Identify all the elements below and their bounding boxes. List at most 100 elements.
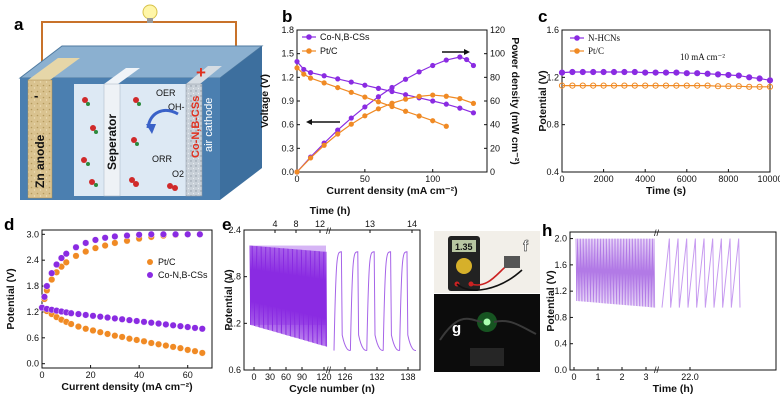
data-point <box>62 258 70 266</box>
data-point <box>335 131 341 137</box>
data-point <box>389 88 395 95</box>
plot-frame <box>569 231 777 371</box>
multimeter-reading: 1.35 <box>455 242 473 252</box>
cycling-trace-dense <box>249 245 328 347</box>
data-point <box>335 76 341 82</box>
axis-break-mark: // <box>654 228 660 238</box>
legend-label: Co-N,B-CSs <box>320 32 370 42</box>
y-tick-label: 2.0 <box>554 234 567 244</box>
data-point <box>735 83 742 90</box>
cycling-trace-dense <box>575 238 656 308</box>
data-point <box>125 316 133 324</box>
x2-axis-label: Time (h) <box>310 205 351 217</box>
data-point <box>725 71 732 79</box>
x2-tick-label: 4 <box>272 219 277 229</box>
data-point <box>48 269 56 277</box>
x2-tick-label: 8 <box>293 219 298 229</box>
data-point <box>67 320 75 328</box>
data-point <box>72 243 80 251</box>
data-point <box>104 330 112 338</box>
data-point <box>74 323 82 331</box>
data-point <box>294 169 300 175</box>
data-point <box>464 56 470 63</box>
y-tick-label: 0.0 <box>554 365 567 375</box>
data-point <box>457 105 463 111</box>
axis-break-mark: // <box>326 226 332 236</box>
x-tick-label: 4000 <box>635 174 655 184</box>
data-point <box>198 325 206 333</box>
data-point <box>430 62 436 69</box>
data-point <box>348 121 354 127</box>
data-point <box>123 232 131 240</box>
y2-tick-label: 40 <box>490 120 500 130</box>
y-tick-label: 1.8 <box>228 272 241 282</box>
y-tick-label: 0.0 <box>26 359 39 369</box>
data-point <box>147 339 155 347</box>
y-tick-label: 0.4 <box>554 339 567 349</box>
panel-f-photo: 1.35 f <box>434 231 540 293</box>
data-point <box>470 110 477 116</box>
y-tick-label: 0.6 <box>26 333 39 343</box>
data-point <box>67 309 75 317</box>
x-tick-label: 0 <box>294 174 299 184</box>
data-point <box>725 83 732 90</box>
x-tick-label: 20 <box>86 370 96 380</box>
data-point <box>321 80 327 86</box>
data-point <box>590 68 597 76</box>
data-point <box>443 57 449 63</box>
y-axis-label: Potential (V) <box>223 269 235 330</box>
cycling-trace-slow <box>333 251 417 352</box>
panel-b-polarization: b 0 50 100 0.0 0.3 0.6 0.9 1.2 1.5 1.8 0 20 40 60 80 10… <box>259 7 521 197</box>
data-point <box>375 94 382 100</box>
current-annotation: 10 mA cm⁻² <box>680 52 725 62</box>
data-point <box>111 314 119 322</box>
data-point <box>53 261 61 269</box>
x-axis-label: Current density (mA cm⁻²) <box>61 381 192 393</box>
data-point <box>294 65 300 71</box>
x-tick-label: 3 <box>643 372 648 382</box>
data-point <box>704 70 711 77</box>
data-point <box>362 113 368 119</box>
light-bulb-icon <box>142 4 158 20</box>
y-tick-label: 1.5 <box>281 49 294 59</box>
data-point <box>362 104 368 110</box>
zn-anode <box>27 79 53 199</box>
data-point <box>704 82 711 89</box>
o2-label: O2 <box>172 169 184 179</box>
x-axis-label: Current density (mA cm⁻²) <box>326 185 457 197</box>
data-point <box>162 320 170 328</box>
data-point <box>621 82 628 89</box>
data-point <box>348 115 354 121</box>
x-tick-label: 1 <box>595 372 600 382</box>
data-point <box>140 318 148 326</box>
data-point <box>104 314 112 322</box>
data-point <box>91 236 99 244</box>
x-tick-label: 0 <box>251 372 256 382</box>
data-point <box>335 84 341 91</box>
y-tick-label: 0.4 <box>546 167 559 177</box>
x-tick-label: 90 <box>297 372 307 382</box>
x-tick-label: 30 <box>265 372 275 382</box>
data-point <box>416 93 422 99</box>
data-point <box>307 155 314 161</box>
y-axis-label: Potential (V) <box>545 270 557 331</box>
data-point <box>362 94 368 100</box>
x-tick-label: 2000 <box>594 174 614 184</box>
data-point <box>307 70 314 76</box>
data-point <box>57 254 65 262</box>
multimeter-display <box>452 240 476 252</box>
panel-g-photo: g <box>434 294 540 372</box>
data-point <box>766 83 774 90</box>
y-tick-label: 1.6 <box>554 260 567 270</box>
data-point <box>756 83 763 90</box>
data-point <box>48 276 56 284</box>
x-tick-label: 132 <box>369 372 384 382</box>
data-point <box>610 68 618 76</box>
data-point <box>82 239 90 247</box>
data-point <box>430 92 436 98</box>
data-point <box>746 83 753 90</box>
x-tick-label: 0 <box>559 174 564 184</box>
air-cathode <box>185 83 203 197</box>
